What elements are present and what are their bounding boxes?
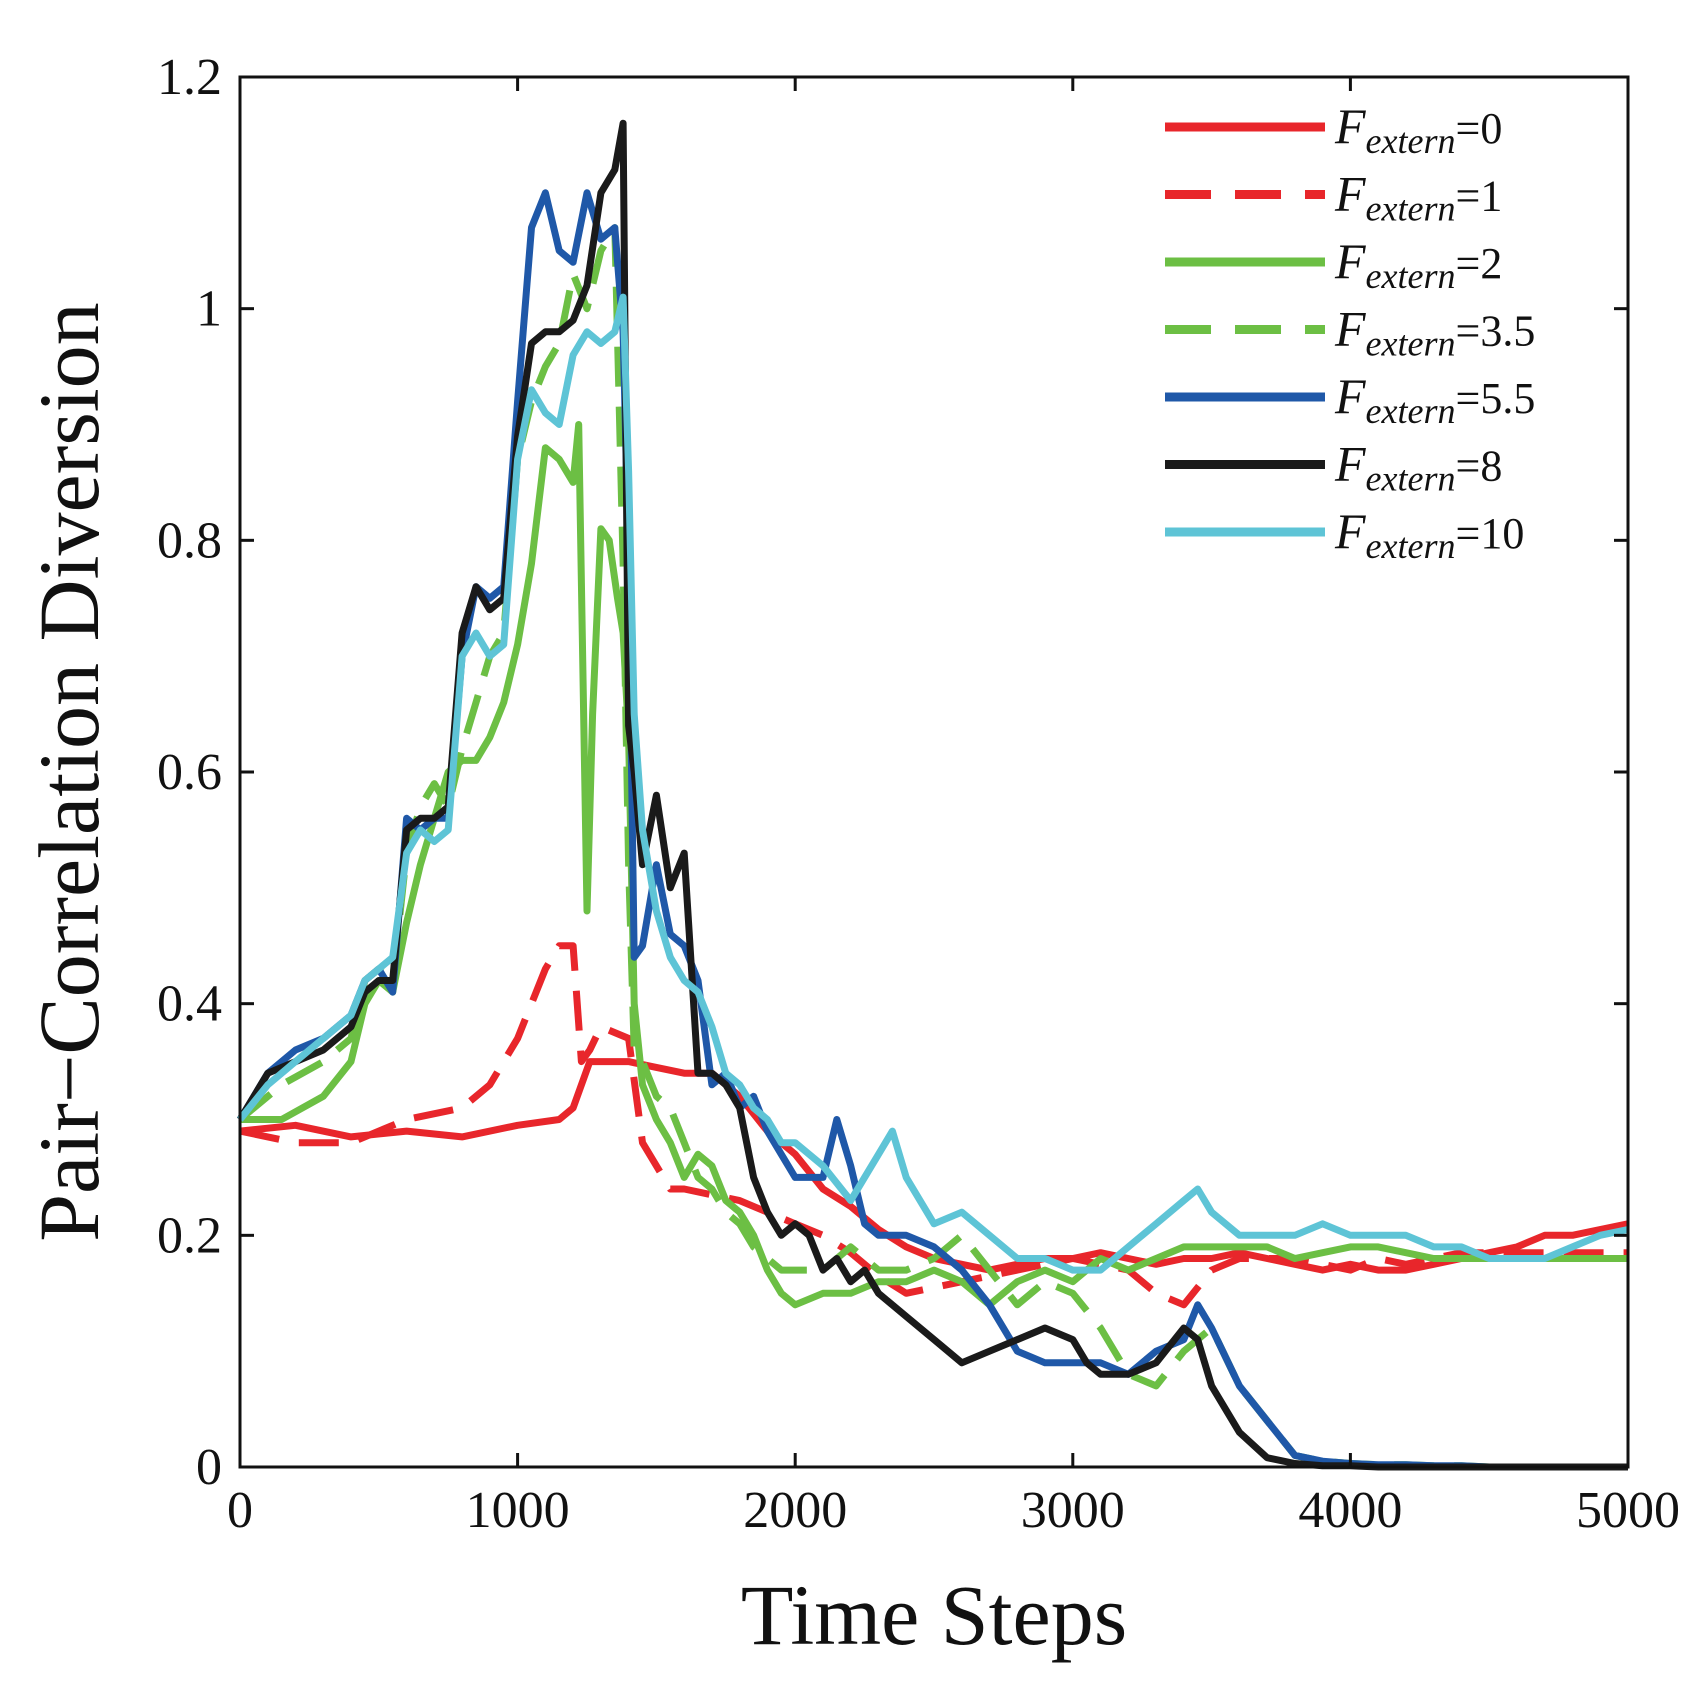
x-tick-label: 5000	[1576, 1482, 1680, 1539]
series-line-3	[237, 224, 1628, 1471]
series-line-2	[240, 421, 1628, 1309]
x-axis-title: Time Steps	[741, 1567, 1127, 1663]
series-line-0	[239, 1058, 1629, 1274]
x-tick-label: 3000	[1021, 1482, 1125, 1539]
y-axis-title: Pair−Correlation Diversion	[21, 302, 117, 1241]
legend-label-6: Fextern=10	[1334, 503, 1524, 566]
y-tick-label: 0.6	[157, 744, 222, 801]
y-tick-label: 0.4	[157, 976, 222, 1033]
y-tick-label: 0	[196, 1439, 222, 1496]
y-tick-label: 0.2	[157, 1207, 222, 1264]
legend-label-5: Fextern=8	[1334, 436, 1502, 499]
legend-label-3: Fextern=3.5	[1334, 301, 1535, 364]
legend-label-1: Fextern=1	[1334, 166, 1502, 229]
legend-label-4: Fextern=5.5	[1334, 368, 1535, 431]
series-line-5	[236, 119, 1628, 1471]
y-tick-label: 0.8	[157, 512, 222, 569]
x-tick-label: 0	[227, 1482, 253, 1539]
series-line-1	[239, 942, 1628, 1309]
y-tick-label: 1.2	[157, 49, 222, 106]
legend-label-2: Fextern=2	[1334, 233, 1502, 296]
legend: Fextern=0Fextern=1Fextern=2Fextern=3.5Fe…	[1165, 98, 1535, 566]
x-tick-label: 1000	[466, 1482, 570, 1539]
y-tick-label: 1	[196, 281, 222, 338]
ticks-layer: 0 1000 2000 3000 4000 5000 0 0.2 0.4 0.6 0.8 1 1.2	[157, 49, 1680, 1539]
legend-label-0: Fextern=0	[1334, 98, 1502, 161]
x-tick-label: 2000	[743, 1482, 847, 1539]
series-line-6	[237, 293, 1629, 1274]
x-tick-label: 4000	[1298, 1482, 1402, 1539]
series-layer	[236, 119, 1629, 1471]
